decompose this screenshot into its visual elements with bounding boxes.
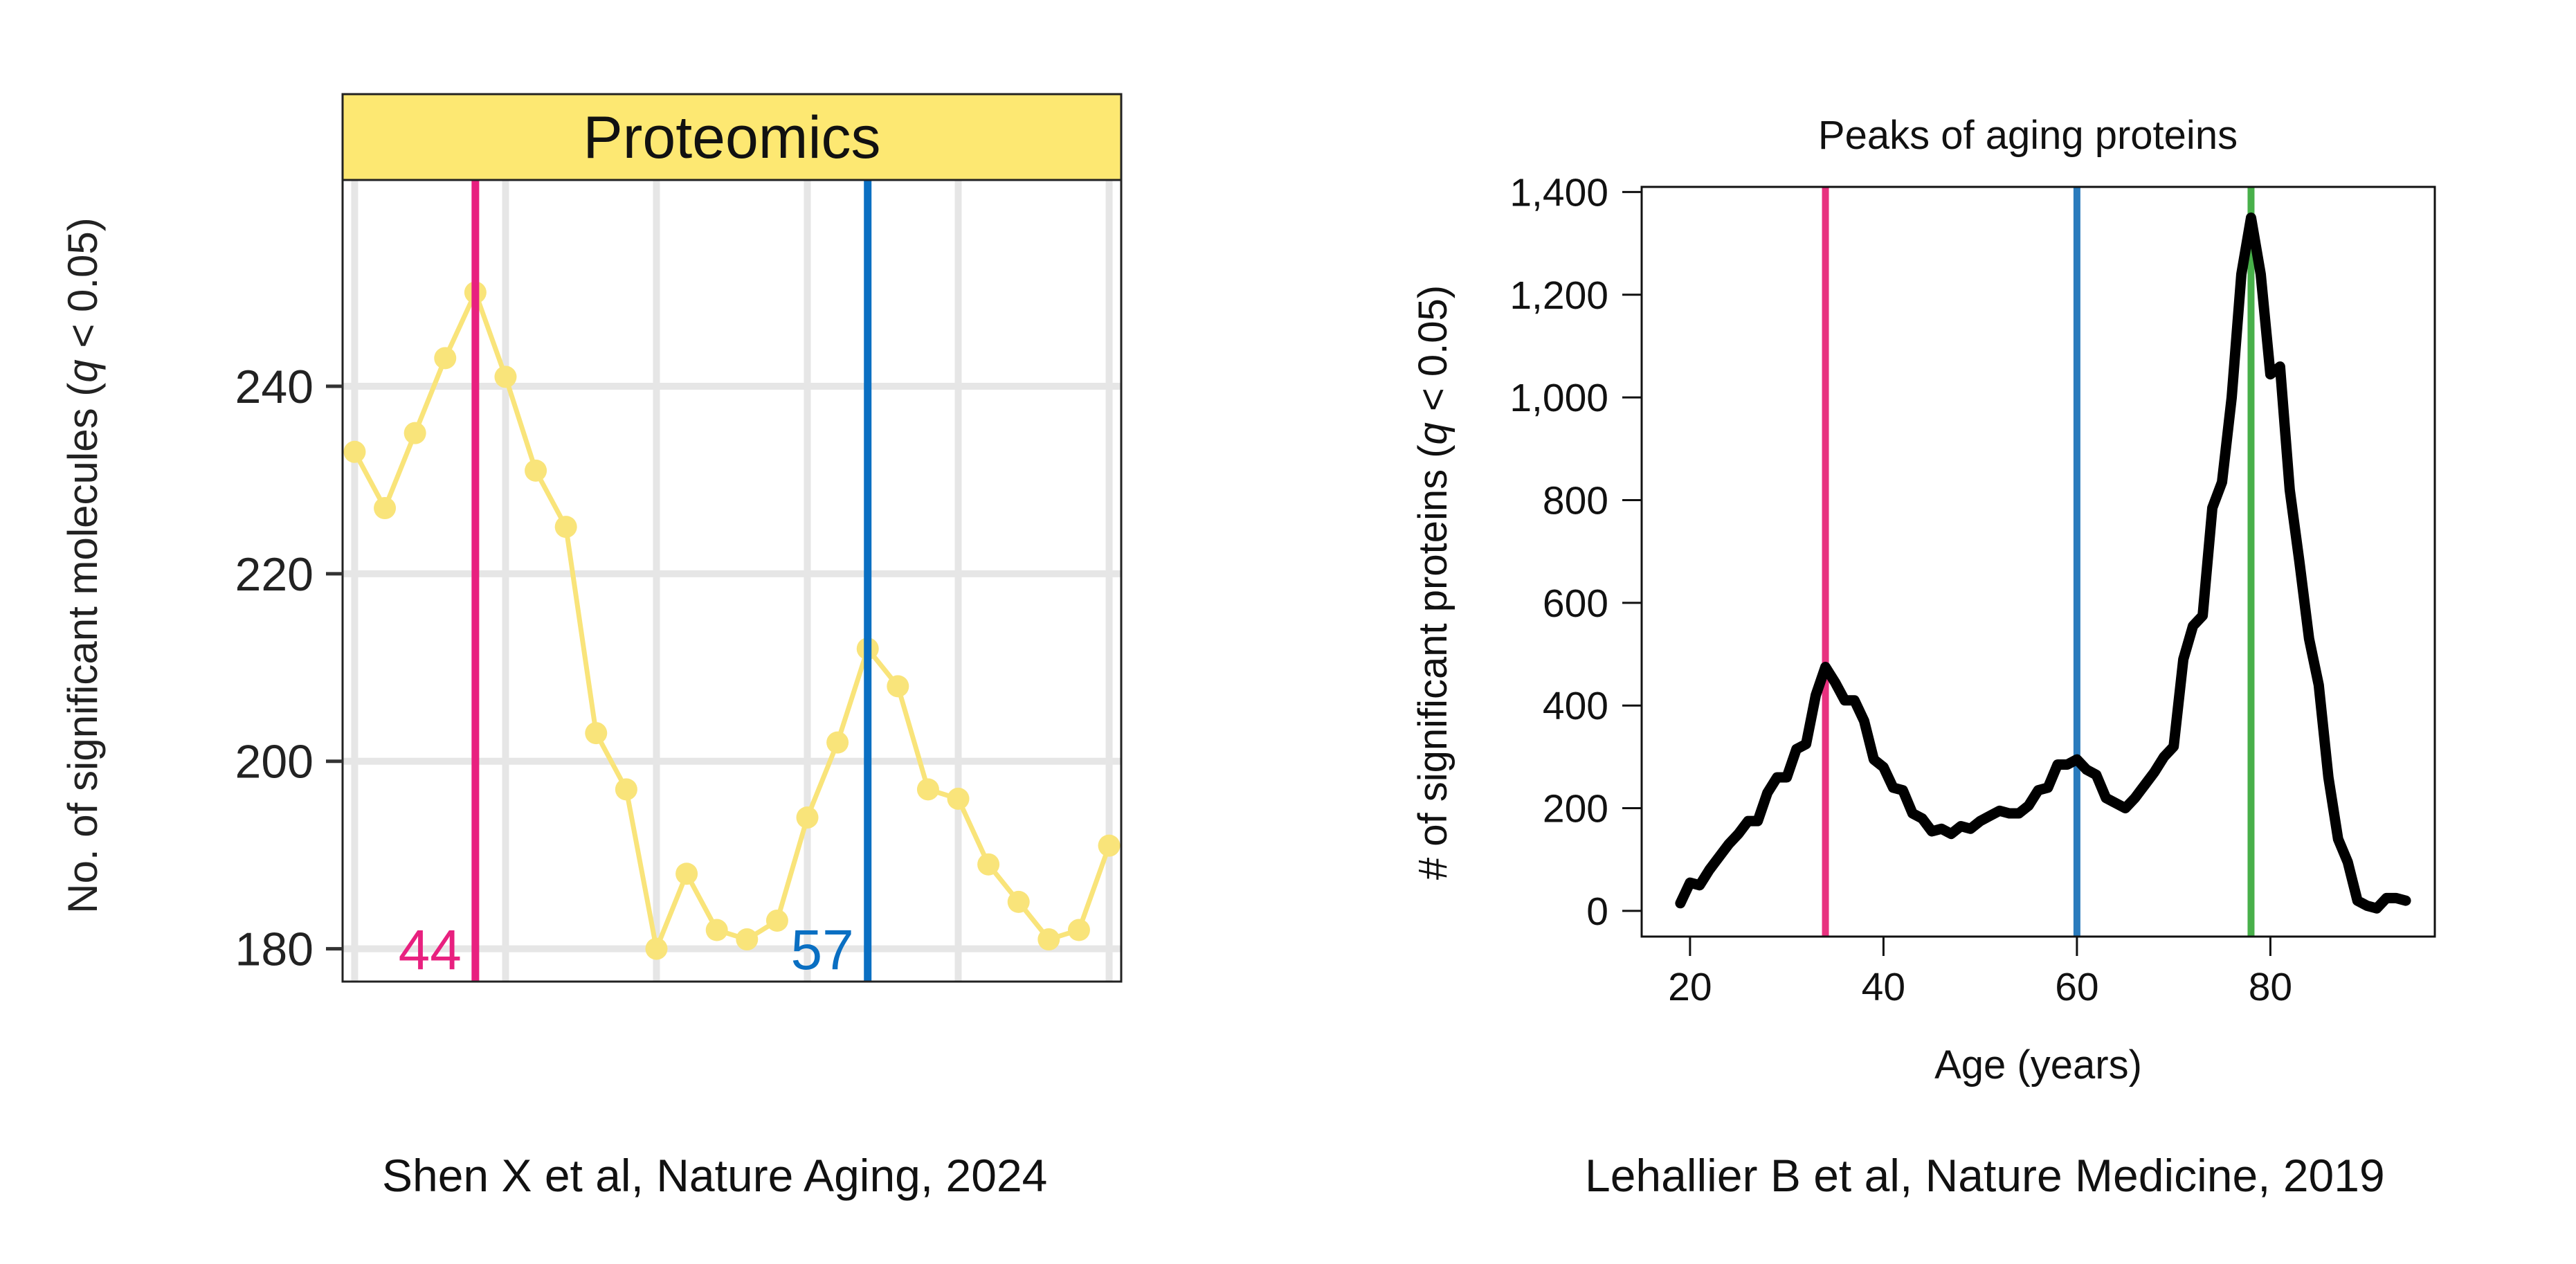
y-axis-label-italic: q [60,359,106,382]
y-tick-label: 0 [1586,890,1608,934]
data-point [1067,919,1090,941]
data-point [916,778,939,801]
data-point [615,778,637,801]
y-tick-label: 1,000 [1509,376,1608,420]
y-tick-label: 600 [1543,581,1608,626]
plot-frame [1640,186,2436,938]
data-point [887,675,909,698]
data-point [1037,928,1060,951]
y-axis-label-part: No. of significant molecules ( [60,383,106,914]
vertical-marker-label: 44 [399,919,462,982]
x-tick-label: 60 [2055,965,2098,1009]
chart-title: Proteomics [583,105,880,171]
data-point [343,440,366,463]
y-tick-label: 1,400 [1509,170,1608,215]
y-tick-label: 240 [235,361,314,413]
y-axis-label-italic: q [1411,422,1455,444]
x-tick-label: 80 [2249,965,2292,1009]
aging-proteins-chart: Peaks of aging proteins 0 200 400 600 800 1,00… [1411,113,2436,1087]
y-tick-label: 200 [1543,787,1608,831]
data-point [1098,834,1121,857]
data-point [675,863,698,885]
y-axis-label-part: # of significant proteins ( [1411,444,1455,880]
data-point [554,516,577,539]
data-point [705,919,728,941]
y-tick-label: 400 [1543,684,1608,728]
chart-title: Peaks of aging proteins [1818,113,2238,158]
data-point [585,722,608,745]
y-axis-label: No. of significant molecules (q < 0.05) [60,217,106,914]
data-point [494,365,517,388]
data-point [374,497,397,520]
vertical-marker-label: 57 [791,919,854,982]
data-point [434,347,457,370]
y-tick-label: 1,200 [1509,273,1608,318]
data-point [826,731,849,754]
data-point [403,422,426,444]
plot-background [343,180,1121,982]
data-point [977,853,1000,876]
data-point [525,459,547,482]
y-tick-label: 800 [1543,478,1608,523]
data-point [645,937,668,960]
x-tick-label: 20 [1668,965,1712,1009]
proteomics-series-line [352,290,1112,952]
data-point [1007,890,1030,913]
y-axis-label-part: < 0.05) [60,217,106,359]
y-axis-label: # of significant proteins (q < 0.05) [1411,285,1455,880]
right-source-caption: Lehallier B et al, Nature Medicine, 2019 [1585,1150,2385,1201]
proteomics-chart: 44 57 Proteomics 180 200 220 240 No. of signifi… [60,93,1123,983]
aging-proteins-series-line [1675,213,2411,914]
left-source-caption: Shen X et al, Nature Aging, 2024 [382,1150,1048,1201]
y-tick-label: 200 [235,736,314,788]
data-point [947,787,970,810]
title-strip [341,93,1123,181]
x-axis-label: Age (years) [1934,1042,2142,1087]
y-axis-label-part: < 0.05) [1411,285,1455,422]
y-tick-label: 220 [235,548,314,601]
x-tick-label: 40 [1862,965,1905,1009]
data-point [796,806,819,829]
data-point [765,909,788,932]
y-tick-label: 180 [235,923,314,976]
data-point [736,928,759,951]
